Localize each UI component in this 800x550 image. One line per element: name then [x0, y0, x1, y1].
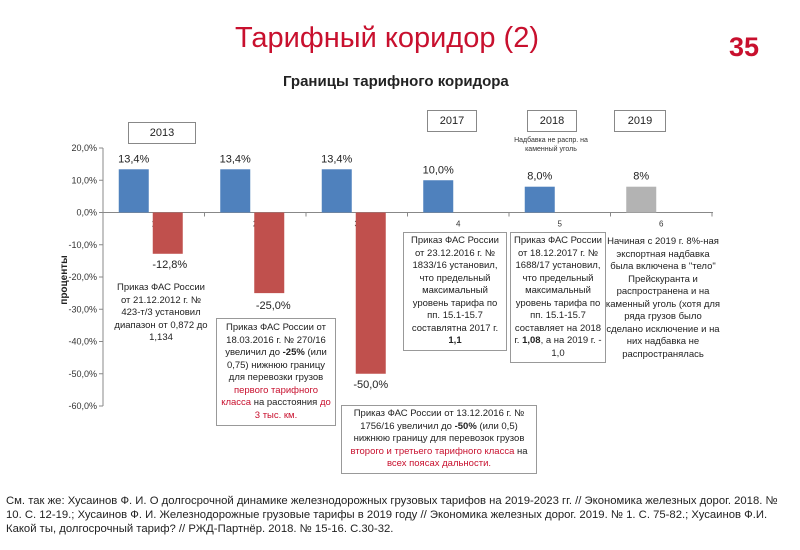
y-tick-label: 20,0%	[71, 143, 97, 153]
x-tick-label: 6	[659, 220, 664, 229]
bar-upper-bound	[321, 169, 352, 213]
annotation-4: Приказ ФАС России от 23.12.2016 г. № 183…	[403, 232, 507, 351]
x-tick-label: 5	[558, 220, 563, 229]
annotation-2-bold: -25%	[282, 347, 305, 358]
annotation-1: Приказ ФАС России от 21.12.2012 г. № 423…	[114, 282, 208, 343]
note-2018: Надбавка не распр. на каменный уголь	[514, 137, 588, 153]
bar-upper-label: 13,4%	[118, 153, 149, 165]
annotation-5-text: Приказ ФАС России от 18.12.2017 г. № 168…	[514, 235, 602, 346]
bar-upper-bound	[524, 186, 555, 213]
year-box-2019: 2019	[614, 110, 666, 132]
y-tick-label: -60,0%	[68, 401, 97, 411]
y-tick-label: -10,0%	[68, 240, 97, 250]
bar-upper-bound	[118, 169, 149, 213]
annotation-3-bold: -50%	[454, 420, 477, 432]
annotation-2-text-2: (или 0,75) нижнюю границу для перевозки …	[226, 347, 327, 383]
annotation-2-text-3: на расстояния	[253, 397, 318, 408]
annotation-3-text-3: на	[517, 445, 528, 457]
bar-upper-bound	[423, 180, 454, 213]
bar-upper-label: 10,0%	[423, 164, 454, 176]
bar-upper-label: 8%	[633, 171, 649, 183]
annotation-4-bold: 1,1	[448, 335, 462, 346]
annotation-4-text: Приказ ФАС России от 23.12.2016 г. № 183…	[411, 235, 499, 334]
bar-upper-label: 13,4%	[321, 153, 352, 165]
y-tick-label: 0,0%	[76, 208, 97, 218]
year-box-2013: 2013	[128, 122, 196, 144]
year-box-2018: 2018	[527, 110, 577, 132]
bar-upper-label: 8,0%	[527, 171, 552, 183]
x-tick-label: 4	[456, 220, 461, 229]
slide-title: Тарифный коридор (2)	[235, 22, 539, 54]
y-tick-label: -50,0%	[68, 369, 97, 379]
annotation-2: Приказ ФАС России от 18.03.2016 г. № 270…	[216, 318, 336, 426]
annotation-5-bold: 1,08	[522, 335, 541, 346]
y-tick-label: -40,0%	[68, 337, 97, 347]
bar-lower-label: -12,8%	[152, 259, 187, 271]
bar-lower-bound	[254, 212, 285, 294]
annotation-3: Приказ ФАС России от 13.12.2016 г. № 175…	[341, 405, 537, 474]
chart-title: Границы тарифного коридора	[283, 73, 509, 90]
page-number: 35	[729, 32, 760, 62]
annotation-5-tail: , а на 2019 г. - 1,0	[540, 335, 602, 359]
annotation-3-red-2: всех поясах дальности.	[386, 458, 492, 469]
y-tick-label: -20,0%	[68, 272, 97, 282]
annotation-2-red-1: первого тарифного класса	[221, 384, 319, 409]
annotation-6: Начиная с 2019 г. 8%-ная экспортная надб…	[605, 236, 721, 360]
footer-references: См. так же: Хусаинов Ф. И. О долгосрочно…	[6, 495, 778, 535]
year-box-2017: 2017	[427, 110, 477, 132]
bar-lower-label: -25,0%	[256, 300, 291, 312]
annotation-3-red-1: второго и третьего тарифного класса	[350, 445, 515, 457]
y-axis-label: проценты	[59, 255, 70, 304]
bar-upper-label: 13,4%	[220, 153, 251, 165]
y-tick-label: 10,0%	[71, 175, 97, 185]
bar-lower-bound	[355, 212, 386, 374]
bar-upper-bound	[626, 186, 657, 213]
annotation-3-text-2: (или 0,5) нижнюю границу для перевозок г…	[353, 420, 525, 445]
annotation-3-text-1: Приказ ФАС России от 13.12.2016 г. № 175…	[353, 408, 525, 432]
annotation-2-text-1: Приказ ФАС России от 18.03.2016 г. № 270…	[225, 322, 326, 358]
annotation-5: Приказ ФАС России от 18.12.2017 г. № 168…	[510, 232, 606, 363]
bar-lower-label: -50,0%	[353, 379, 388, 391]
y-tick-label: -30,0%	[68, 304, 97, 314]
annotation-2-red-2: до 3 тыс. км.	[254, 397, 331, 421]
bar-lower-bound	[152, 212, 183, 254]
bar-upper-bound	[220, 169, 251, 213]
